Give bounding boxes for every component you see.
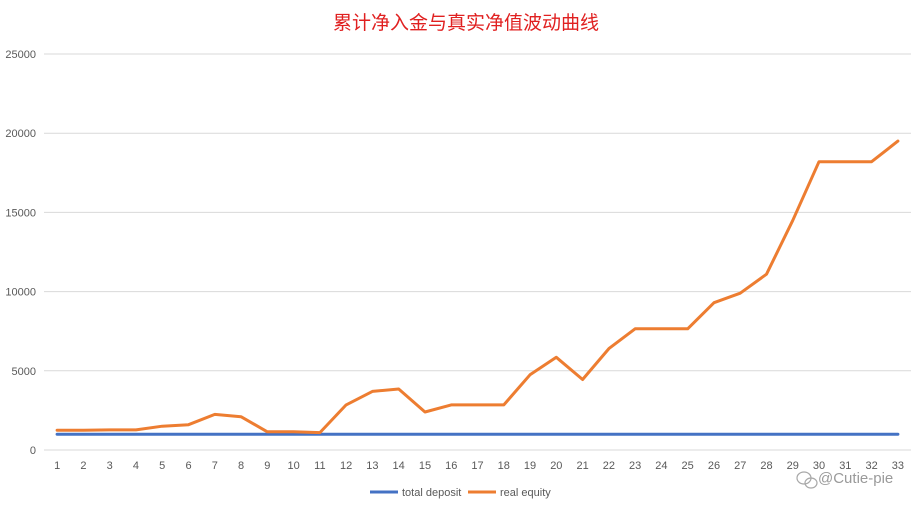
legend-label: total deposit — [402, 487, 461, 499]
x-tick-label: 9 — [264, 460, 270, 472]
x-tick-label: 25 — [682, 460, 694, 472]
y-axis-ticks: 0 5000 10000 15000 20000 25000 — [5, 49, 36, 457]
x-tick-label: 32 — [865, 460, 877, 472]
y-tick-label: 5000 — [12, 366, 36, 378]
x-tick-label: 8 — [238, 460, 244, 472]
x-tick-label: 6 — [185, 460, 191, 472]
x-tick-label: 14 — [393, 460, 405, 472]
y-tick-label: 0 — [30, 445, 36, 457]
chart-title: 累计净入金与真实净值波动曲线 — [333, 12, 599, 34]
x-tick-label: 5 — [159, 460, 165, 472]
x-tick-label: 21 — [576, 460, 588, 472]
gridlines — [44, 53, 911, 451]
x-tick-label: 15 — [419, 460, 431, 472]
x-tick-label: 13 — [366, 460, 378, 472]
x-tick-label: 33 — [892, 460, 904, 472]
x-tick-label: 18 — [498, 460, 510, 472]
x-tick-label: 20 — [550, 460, 562, 472]
x-axis-ticks: 1 2 3 4 5 6 7 8 9 10 11 12 13 14 15 16 17 18 19 20 21 22 23 24 2… — [54, 460, 904, 472]
watermark: @Cutie-pie — [796, 470, 893, 489]
x-tick-label: 3 — [107, 460, 113, 472]
wechat-icon — [796, 471, 818, 489]
series-line-real-equity — [55, 139, 900, 435]
x-tick-label: 19 — [524, 460, 536, 472]
x-tick-label: 17 — [471, 460, 483, 472]
x-tick-label: 27 — [734, 460, 746, 472]
y-tick-label: 15000 — [5, 207, 36, 219]
y-tick-label: 10000 — [5, 287, 36, 299]
x-tick-label: 2 — [80, 460, 86, 472]
x-tick-label: 23 — [629, 460, 641, 472]
watermark-text: @Cutie-pie — [818, 470, 893, 487]
x-tick-label: 16 — [445, 460, 457, 472]
series-lines — [55, 139, 900, 436]
x-tick-label: 7 — [212, 460, 218, 472]
x-tick-label: 26 — [708, 460, 720, 472]
y-tick-label: 25000 — [5, 49, 36, 61]
x-tick-label: 11 — [314, 460, 325, 472]
x-tick-label: 1 — [54, 460, 60, 472]
x-tick-label: 31 — [839, 460, 851, 472]
x-tick-label: 30 — [813, 460, 825, 472]
x-tick-label: 12 — [340, 460, 352, 472]
legend-label: real equity — [500, 487, 551, 499]
x-tick-label: 29 — [787, 460, 799, 472]
y-tick-label: 20000 — [5, 128, 36, 140]
x-tick-label: 10 — [287, 460, 299, 472]
x-tick-label: 28 — [760, 460, 772, 472]
x-tick-label: 4 — [133, 460, 139, 472]
x-tick-label: 24 — [655, 460, 667, 472]
legend: total deposit real equity — [370, 487, 551, 499]
x-tick-label: 22 — [603, 460, 615, 472]
